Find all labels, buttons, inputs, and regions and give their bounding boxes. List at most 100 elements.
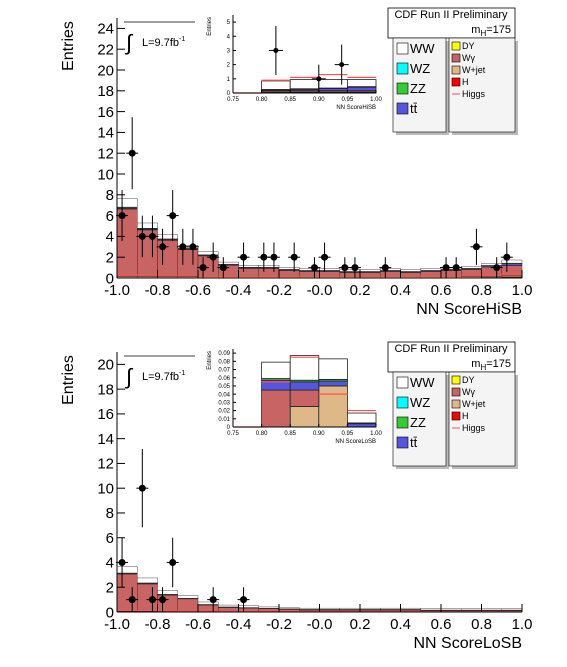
y-tick-label: 10 bbox=[97, 166, 114, 183]
data-point bbox=[138, 232, 146, 240]
data-point bbox=[290, 253, 298, 261]
legend-box bbox=[448, 37, 516, 133]
legend-swatch bbox=[396, 416, 409, 429]
histogram-bar bbox=[116, 573, 138, 612]
y-tick-label: 6 bbox=[106, 208, 114, 225]
y-tick-label: 3 bbox=[227, 49, 231, 55]
legend-swatch bbox=[451, 53, 461, 63]
y-tick-label: 24 bbox=[97, 21, 114, 38]
legend-label: H bbox=[462, 411, 469, 421]
histogram-bar bbox=[359, 269, 381, 272]
legend-swatch bbox=[396, 376, 409, 389]
histogram-bar bbox=[261, 361, 291, 379]
legend-swatch bbox=[451, 387, 461, 397]
data-point bbox=[452, 264, 460, 272]
inset-y-title: Entries bbox=[207, 351, 213, 370]
data-point bbox=[128, 149, 136, 157]
mass-symbol: m bbox=[471, 24, 480, 36]
data-point bbox=[351, 264, 359, 272]
y-tick-label: 14 bbox=[97, 125, 114, 142]
data-point bbox=[138, 484, 146, 492]
x-tick-label: -0.8 bbox=[145, 282, 171, 299]
x-tick-label: 0.6 bbox=[431, 616, 452, 633]
title-box bbox=[387, 7, 516, 39]
lumi-exponent: -1 bbox=[179, 36, 185, 43]
legend-swatch bbox=[396, 42, 409, 55]
mass-subscript: H bbox=[480, 29, 486, 38]
legend-label: ZZ bbox=[410, 415, 426, 430]
data-point bbox=[148, 596, 156, 604]
mass-symbol: m bbox=[471, 358, 480, 370]
x-tick-label: 0.2 bbox=[350, 282, 371, 299]
y-tick-label: 2 bbox=[106, 579, 114, 596]
data-point bbox=[209, 596, 217, 604]
histogram-bar bbox=[137, 222, 158, 229]
data-point bbox=[273, 47, 279, 53]
histogram-bar bbox=[318, 380, 348, 387]
x-tick-label: 0.75 bbox=[227, 431, 239, 437]
x-tick-label: 0.95 bbox=[342, 97, 354, 103]
y-tick-label: 20 bbox=[97, 357, 114, 374]
data-point bbox=[270, 253, 278, 261]
lumi-label: L=9.7fb-1 bbox=[142, 370, 185, 383]
y-tick-label: 2 bbox=[106, 249, 114, 266]
lumi-text: L=9.7fb bbox=[142, 371, 179, 383]
histogram-bar bbox=[258, 606, 280, 609]
y-tick-label: 8 bbox=[106, 505, 114, 522]
histogram-bar bbox=[319, 607, 340, 610]
data-point bbox=[240, 596, 248, 604]
y-tick-label: 14 bbox=[97, 431, 114, 448]
legend-label: ZZ bbox=[410, 81, 426, 96]
legend-label: DY bbox=[462, 375, 475, 385]
histogram-bar bbox=[157, 234, 178, 240]
histogram-bar bbox=[420, 268, 442, 271]
inset-frame bbox=[200, 9, 382, 125]
data-point bbox=[493, 264, 501, 272]
data-point bbox=[148, 232, 156, 240]
histogram-bar bbox=[346, 79, 377, 88]
legend-swatch bbox=[451, 65, 461, 75]
lumi-label: L=9.7fb-1 bbox=[142, 36, 185, 49]
y-tick-label: 0.07 bbox=[218, 368, 230, 374]
histogram-bar bbox=[137, 577, 158, 584]
x-tick-label: 0.6 bbox=[431, 282, 452, 299]
histogram-bar bbox=[197, 604, 219, 612]
y-tick-label: 16 bbox=[97, 406, 114, 423]
histogram-bar bbox=[440, 270, 462, 277]
data-point bbox=[339, 62, 345, 68]
x-tick-label: -0.2 bbox=[266, 282, 292, 299]
histogram-bar bbox=[218, 607, 239, 612]
histogram-bar bbox=[359, 607, 381, 610]
histogram-bar bbox=[501, 608, 523, 611]
legend-swatch bbox=[396, 82, 409, 95]
y-tick-label: 16 bbox=[97, 104, 114, 121]
y-tick-label: 0.04 bbox=[218, 392, 230, 398]
histogram-bar bbox=[461, 608, 482, 611]
y-tick-label: 4 bbox=[227, 34, 231, 40]
histogram-bar bbox=[346, 412, 377, 424]
y-tick-label: 5 bbox=[227, 20, 231, 26]
y-axis-title: Entries bbox=[60, 21, 77, 71]
y-tick-label: 0.05 bbox=[218, 384, 230, 390]
y-tick-label: 18 bbox=[97, 83, 114, 100]
y-tick-label: 4 bbox=[106, 555, 114, 572]
x-tick-label: -0.4 bbox=[226, 282, 252, 299]
lumi-text: L=9.7fb bbox=[142, 37, 179, 49]
histogram-bar bbox=[318, 358, 348, 380]
histogram-bar bbox=[116, 208, 138, 277]
data-point bbox=[310, 264, 318, 272]
legend-label: WZ bbox=[410, 395, 430, 410]
data-point bbox=[442, 264, 450, 272]
y-tick-label: 1 bbox=[227, 77, 231, 83]
histogram-bar bbox=[157, 590, 178, 595]
histogram-bar bbox=[278, 607, 300, 609]
lumi-exponent: -1 bbox=[179, 370, 185, 377]
x-tick-label: 0.75 bbox=[227, 97, 239, 103]
y-tick-label: 2 bbox=[227, 63, 231, 69]
data-point bbox=[503, 253, 511, 261]
chart-title: CDF Run II Preliminary bbox=[394, 343, 508, 355]
x-tick-label: 0.8 bbox=[471, 282, 492, 299]
legend-swatch bbox=[451, 399, 461, 409]
histogram-bar bbox=[289, 389, 320, 407]
legend-label: WW bbox=[410, 375, 435, 390]
